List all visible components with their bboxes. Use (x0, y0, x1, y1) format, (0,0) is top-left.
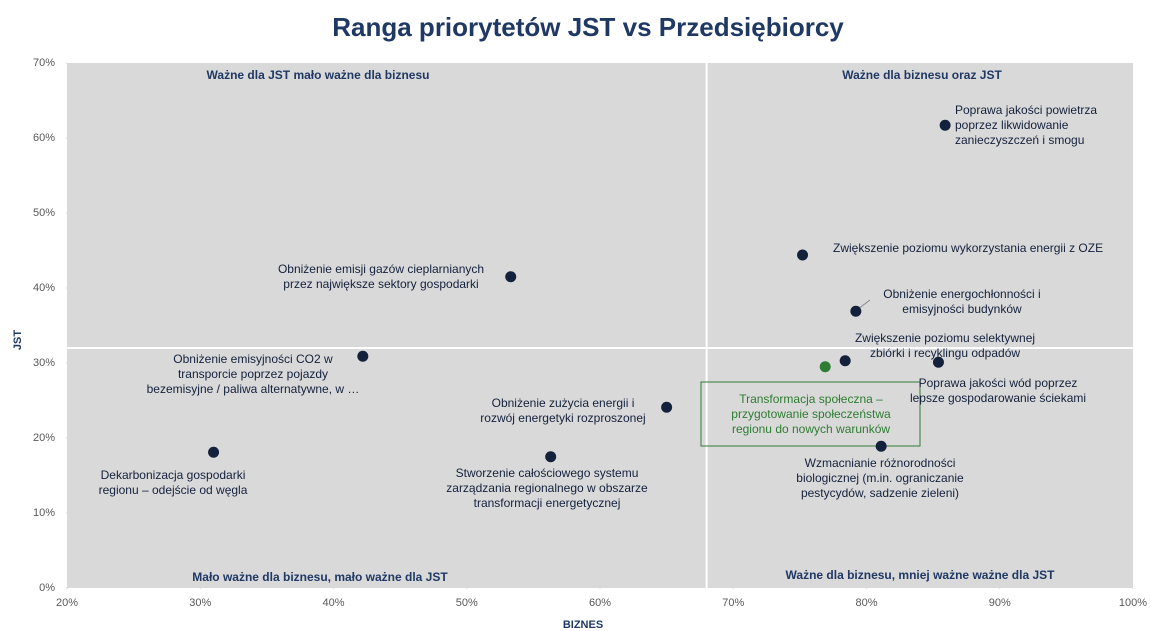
y-tick-label: 10% (33, 507, 55, 519)
point (505, 271, 517, 283)
x-tick-label: 30% (189, 597, 211, 609)
y-tick-label: 50% (33, 207, 55, 219)
y-axis-label: JST (12, 330, 24, 350)
point (932, 356, 944, 368)
point-label: Zwiększenie poziomu wykorzystania energi… (833, 241, 1103, 255)
point (850, 305, 862, 317)
y-tick-label: 0% (39, 582, 55, 594)
point (875, 440, 887, 452)
x-tick-label: 50% (456, 597, 478, 609)
point-label: regionu do nowych warunków (732, 422, 890, 436)
point-label: zbiórki i recyklingu odpadów (870, 346, 1020, 360)
point-label: pestycydów, sadzenie zieleni) (801, 486, 959, 500)
chart-title: Ranga priorytetów JST vs Przedsiębiorcy (332, 12, 844, 42)
x-axis-label: BIZNES (563, 619, 603, 631)
point-label: Poprawa jakości powietrza (955, 103, 1097, 117)
x-tick-label: 80% (855, 597, 877, 609)
point (208, 446, 220, 458)
point (797, 249, 809, 261)
point-label: rozwój energetyki rozproszonej (480, 411, 645, 425)
point-label: lepsze gospodarowanie ściekami (910, 391, 1086, 405)
point-label: biologicznej (m.in. ograniczanie (796, 471, 964, 485)
y-tick-label: 30% (33, 357, 55, 369)
quadrant-label: Ważne dla JST mało ważne dla biznesu (207, 68, 430, 82)
point-label: Obniżenie emisji gazów cieplarnianych (278, 262, 484, 276)
point-label: Wzmacnianie różnorodności (805, 456, 956, 470)
point-label: poprzez likwidowanie (955, 118, 1069, 132)
point (839, 355, 851, 367)
plot-area (67, 63, 1133, 588)
point-label: Poprawa jakości wód poprzez (919, 376, 1078, 390)
x-tick-label: 70% (722, 597, 744, 609)
x-tick-label: 90% (989, 597, 1011, 609)
x-tick-label: 100% (1119, 597, 1147, 609)
point-label: zanieczyszczeń i smogu (955, 133, 1084, 147)
point-label: Zwiększenie poziomu selektywnej (855, 331, 1035, 345)
point (939, 119, 951, 131)
point-label: bezemisyjne / paliwa alternatywne, w … (147, 382, 360, 396)
point-label: przygotowanie społeczeństwa (731, 407, 891, 421)
point-label: Obniżenie emisyjności CO2 w (173, 352, 333, 366)
point-label: transporcie poprzez pojazdy (178, 367, 328, 381)
point (661, 401, 673, 413)
point-label: Stworzenie całościowego systemu (456, 466, 639, 480)
quadrant-label: Ważne dla biznesu oraz JST (842, 68, 1002, 82)
quadrant-label: Ważne dla biznesu, mniej ważne ważne dla… (786, 568, 1056, 582)
leader-line (857, 299, 871, 310)
point-label: Obniżenie energochłonności i (883, 287, 1040, 301)
point-label: Dekarbonizacja gospodarki (101, 468, 246, 482)
point-label: zarządzania regionalnego w obszarze (446, 481, 648, 495)
y-tick-label: 60% (33, 132, 55, 144)
point-label: Obniżenie zużycia energii i (492, 396, 635, 410)
point-label: Transformacja społeczna – (739, 392, 883, 406)
point-label: regionu – odejście od węgla (99, 483, 248, 497)
x-tick-label: 60% (589, 597, 611, 609)
point-label: transformacji energetycznej (474, 496, 621, 510)
y-tick-label: 20% (33, 432, 55, 444)
point-label: emisyjności budynków (902, 302, 1022, 316)
point-label: przez największe sektory gospodarki (283, 277, 478, 291)
point (357, 350, 369, 362)
point (819, 361, 831, 373)
x-tick-label: 40% (322, 597, 344, 609)
point (545, 451, 557, 463)
x-tick-label: 20% (56, 597, 78, 609)
annotation-box (700, 381, 921, 447)
y-tick-label: 40% (33, 282, 55, 294)
y-tick-label: 70% (33, 57, 55, 69)
quadrant-label: Mało ważne dla biznesu, mało ważne dla J… (192, 570, 448, 584)
